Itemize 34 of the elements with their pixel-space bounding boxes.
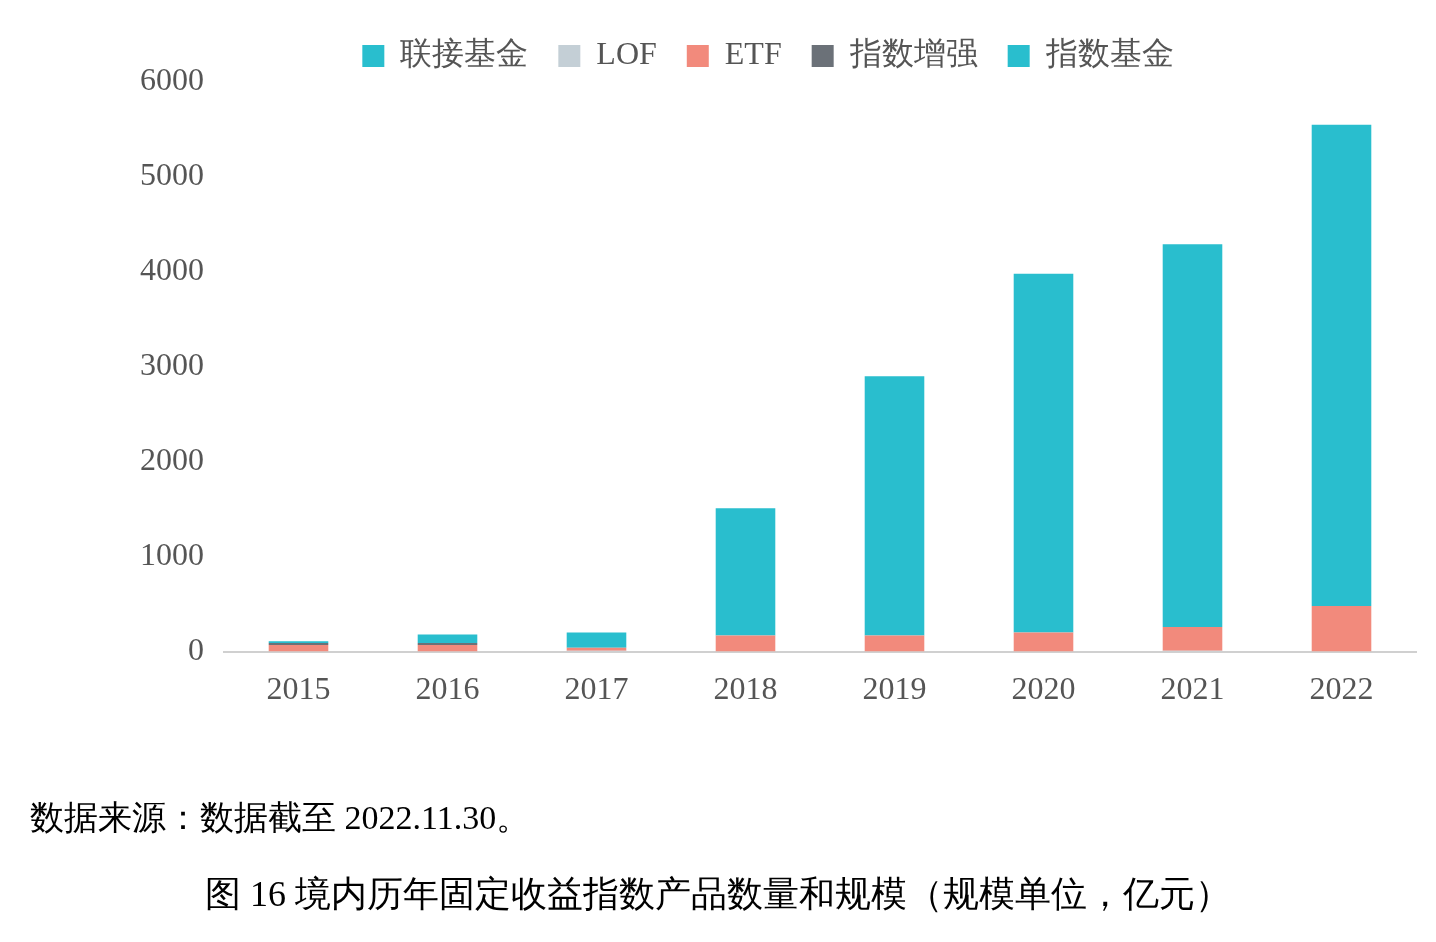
legend-label: 指数基金	[1044, 35, 1174, 72]
bar	[864, 376, 925, 636]
y-tick-label: 0	[188, 631, 204, 668]
x-tick-label: 2021	[1160, 670, 1225, 707]
bar	[566, 632, 627, 648]
bar	[715, 635, 776, 652]
x-tick-label: 2015	[266, 670, 331, 707]
bar	[1311, 606, 1372, 652]
legend-label: ETF	[724, 35, 782, 72]
bar	[1311, 124, 1372, 607]
y-tick-label: 4000	[140, 251, 204, 288]
y-tick-label: 6000	[140, 61, 204, 98]
y-tick-label: 1000	[140, 536, 204, 573]
bar	[1013, 273, 1074, 633]
legend-label: LOF	[596, 35, 657, 72]
bar	[417, 634, 478, 644]
x-tick-label: 2016	[415, 670, 480, 707]
x-tick-label: 2020	[1011, 670, 1076, 707]
source-note: 数据来源：数据截至 2022.11.30。	[30, 798, 531, 838]
x-tick-label: 2022	[1309, 670, 1374, 707]
legend-label: 联接基金	[400, 35, 529, 72]
bar	[1013, 632, 1074, 652]
bar	[864, 635, 925, 652]
bar	[1162, 244, 1223, 627]
y-tick-label: 5000	[140, 156, 204, 193]
x-tick-label: 2017	[564, 670, 629, 707]
y-tick-label: 3000	[140, 346, 204, 383]
y-tick-label: 2000	[140, 441, 204, 478]
legend-label: 指数增强	[848, 35, 978, 72]
x-tick-label: 2018	[713, 670, 778, 707]
x-tick-label: 2019	[862, 670, 927, 707]
bar	[715, 508, 776, 636]
text: 图 16 境内历年固定收益指数产品数量和规模（规模单位，亿元）	[204, 873, 1232, 916]
bar	[1162, 626, 1223, 651]
